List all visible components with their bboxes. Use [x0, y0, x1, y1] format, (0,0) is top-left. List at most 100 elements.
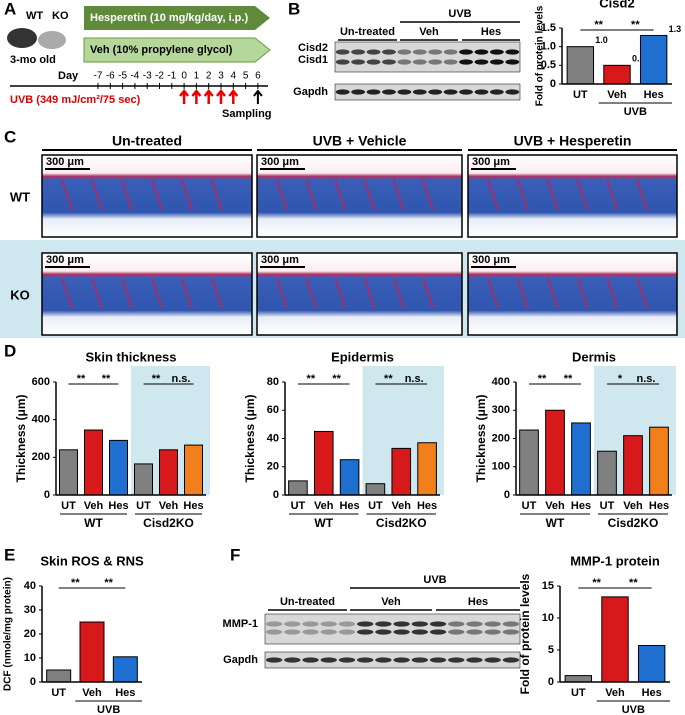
sampling-label: Sampling — [222, 108, 272, 120]
y-axis-label: Thickness (μm) — [14, 394, 28, 482]
y-axis-label: Thickness (μm) — [243, 394, 257, 482]
blot-strip — [264, 651, 521, 669]
blot-band — [338, 629, 356, 635]
y-tick-label: 600 — [32, 376, 50, 388]
y-tick-label: 0 — [30, 676, 36, 688]
blot-band — [429, 629, 447, 635]
bar — [365, 483, 386, 496]
significance-label: ** — [332, 373, 341, 385]
x-tick-label: UT — [291, 500, 306, 512]
chart-title: Epidermis — [331, 349, 394, 364]
blot-band — [429, 657, 447, 663]
y-tick-label: 200 — [492, 432, 510, 444]
scale-label: 300 μm — [46, 254, 84, 266]
hair-follicle — [61, 277, 73, 309]
day-tick-label: 0 — [181, 71, 187, 82]
blot-band — [412, 49, 427, 55]
day-tick-label: -1 — [167, 71, 176, 82]
x-tick-label: Hes — [649, 500, 669, 512]
group-label: Cisd2KO — [608, 516, 659, 530]
band-label: Gapdh — [223, 654, 258, 666]
hair-follicle — [334, 179, 347, 211]
bar — [112, 656, 138, 683]
wt-label: WT — [26, 10, 43, 22]
day-tick-label: 4 — [231, 71, 237, 82]
panel-label: B — [288, 0, 300, 18]
hair-follicle — [487, 179, 499, 211]
significance-label: ** — [631, 19, 640, 31]
bar — [603, 64, 631, 85]
blot-band — [505, 49, 520, 55]
significance-label: ** — [104, 577, 113, 589]
panel-label: C — [4, 127, 16, 146]
age-label: 3-mo old — [10, 54, 56, 66]
blot-band — [393, 629, 410, 635]
blot-band — [428, 89, 443, 95]
x-tick-label: Hes — [571, 500, 591, 512]
blot-band — [459, 49, 473, 55]
blot-band — [443, 49, 458, 55]
value-label: 1.3 — [669, 24, 682, 34]
x-tick-label: Hes — [108, 500, 128, 512]
x-tick-label: Hes — [115, 687, 135, 699]
hesperetin-label: Hesperetin (10 mg/kg/day, i.p.) — [90, 12, 248, 24]
blot-band — [484, 621, 501, 627]
blot-band — [428, 49, 443, 55]
hair-follicle — [487, 277, 499, 309]
blot-band — [474, 89, 489, 95]
group-label: WT — [84, 516, 103, 530]
hair-follicle — [305, 277, 318, 309]
bar — [59, 449, 78, 496]
x-tick-label: UT — [600, 500, 615, 512]
blot-band — [411, 657, 429, 663]
bar — [134, 463, 153, 496]
hair-follicle — [211, 179, 223, 211]
hair-follicle — [276, 277, 288, 309]
uvb-arrow — [216, 88, 226, 104]
scale-label: 300 μm — [261, 254, 299, 266]
band-label: Cisd2 — [298, 42, 328, 54]
blot-band — [382, 89, 396, 95]
day-tick-label: -5 — [118, 71, 127, 82]
blot-band — [351, 49, 366, 55]
value-label: 0.5 — [632, 54, 645, 64]
y-tick-label: 0 — [550, 78, 556, 90]
hair-follicle — [421, 179, 434, 211]
y-tick-label: 80 — [267, 376, 279, 388]
ko-label: KO — [52, 10, 69, 22]
x-tick-label: Veh — [159, 500, 179, 512]
hair-follicle — [151, 179, 163, 211]
hair-follicle — [546, 277, 559, 309]
band-label: MMP-1 — [223, 618, 258, 630]
blot-band — [474, 49, 489, 55]
hair-follicle — [363, 179, 376, 211]
day-tick-label: 1 — [194, 71, 200, 82]
blot-band — [505, 59, 520, 65]
significance-label: ** — [564, 373, 573, 385]
y-axis-label: Fold of protein levels — [518, 573, 532, 694]
bar — [339, 459, 360, 496]
blot-band — [466, 621, 483, 627]
hair-follicle — [276, 179, 288, 211]
hair-follicle — [181, 179, 193, 211]
blot-band — [375, 657, 392, 663]
x-tick-label: Hes — [644, 89, 664, 101]
y-tick-label: 400 — [32, 414, 50, 426]
day-tick-label: -7 — [94, 71, 103, 82]
hair-follicle — [516, 179, 529, 211]
group-label: UVB — [624, 106, 647, 118]
row-label: WT — [10, 189, 30, 204]
bar — [566, 46, 595, 85]
y-tick-label: 10 — [24, 652, 36, 664]
hair-follicle — [392, 277, 405, 309]
hair-follicle — [211, 277, 223, 309]
hair-follicle — [546, 179, 559, 211]
blot-band — [489, 89, 504, 95]
panel-label: A — [4, 0, 16, 18]
blot-band — [356, 621, 374, 627]
blot-group-label: Hes — [468, 596, 488, 608]
blot-band — [448, 621, 465, 627]
x-tick-label: UT — [571, 687, 586, 699]
bar — [84, 429, 103, 496]
